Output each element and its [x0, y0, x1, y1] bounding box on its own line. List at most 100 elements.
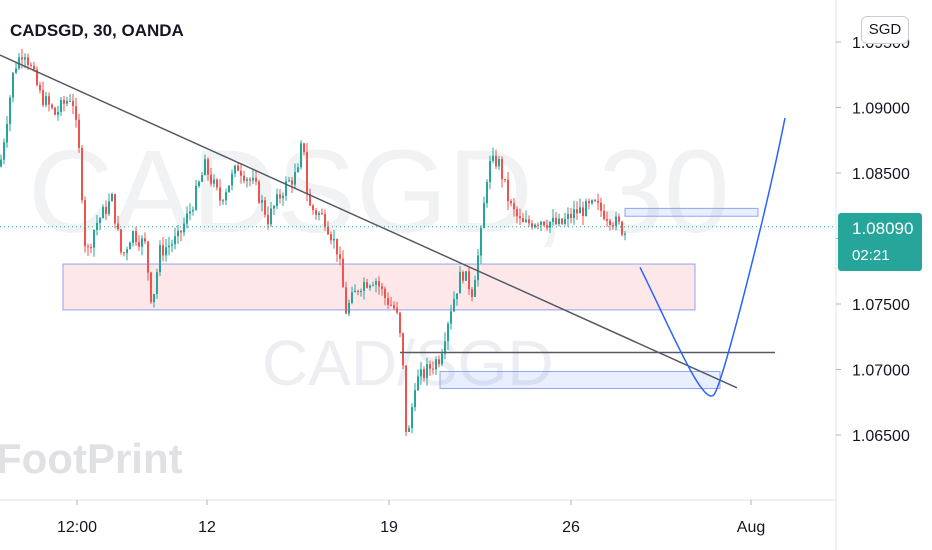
candle-body	[36, 69, 38, 86]
candle-body	[525, 219, 527, 223]
y-tick-label: 1.08500	[852, 166, 910, 183]
candle-body	[432, 368, 434, 370]
candle-body	[315, 210, 317, 215]
candle-body	[294, 172, 296, 185]
candle-body	[312, 205, 314, 211]
candle-body	[120, 229, 122, 253]
candle-body	[594, 200, 596, 202]
candle-body	[249, 179, 251, 181]
candle-body	[84, 200, 86, 247]
candle-body	[270, 208, 272, 225]
candle-body	[78, 119, 80, 148]
candle-body	[39, 85, 41, 91]
candle-body	[618, 216, 620, 222]
candle-body	[573, 209, 575, 219]
x-tick-label: Aug	[737, 519, 765, 536]
candle-body	[579, 207, 581, 214]
candle-body	[558, 218, 560, 225]
candle-body	[237, 165, 239, 171]
candle-body	[585, 201, 587, 217]
candle-body	[441, 353, 443, 364]
candle-body	[459, 272, 461, 294]
x-tick-label: 26	[562, 519, 580, 536]
candle-body	[492, 155, 494, 162]
candle-body	[3, 142, 5, 160]
candle-body	[108, 201, 110, 214]
candle-body	[411, 407, 413, 429]
candle-body	[555, 217, 557, 225]
candle-body	[75, 106, 77, 120]
candle-body	[408, 428, 410, 432]
candle-body	[495, 155, 497, 167]
candle-body	[81, 147, 83, 201]
candle-body	[429, 364, 431, 369]
candle-body	[21, 57, 23, 60]
candle-body	[90, 247, 92, 249]
bar-countdown: 02:21	[852, 247, 890, 264]
candle-body	[480, 228, 482, 256]
candle-body	[477, 255, 479, 281]
candle-body	[534, 224, 536, 228]
candle-body	[423, 369, 425, 378]
candle-body	[522, 218, 524, 223]
candle-body	[333, 238, 335, 241]
candle-body	[501, 159, 503, 180]
candle-body	[531, 223, 533, 228]
candle-body	[348, 302, 350, 314]
candle-body	[177, 230, 179, 237]
projection-curve[interactable]	[639, 117, 786, 397]
candle-body	[582, 207, 584, 217]
candle-body	[615, 216, 617, 226]
candle-body	[549, 221, 551, 228]
candle-body	[156, 272, 158, 294]
candle-body	[198, 181, 200, 186]
candle-body	[504, 179, 506, 181]
candle-body	[471, 289, 473, 297]
candle-body	[24, 57, 26, 60]
candle-body	[186, 213, 188, 224]
candle-body	[180, 230, 182, 233]
candle-body	[453, 299, 455, 312]
candle-body	[474, 280, 476, 297]
zone-rectangle[interactable]	[624, 207, 759, 217]
candle-body	[9, 97, 11, 124]
candle-body	[450, 311, 452, 324]
candle-body	[300, 143, 302, 168]
candle-body	[285, 181, 287, 196]
candle-body	[351, 292, 353, 303]
candle-body	[420, 369, 422, 377]
candle-body	[252, 177, 254, 181]
zone-rectangle[interactable]	[439, 370, 721, 389]
candle-body	[510, 201, 512, 204]
candle-body	[591, 200, 593, 204]
candle-body	[384, 288, 386, 299]
candle-body	[336, 238, 338, 255]
candle-body	[150, 272, 152, 303]
candle-body	[147, 241, 149, 273]
candle-body	[231, 173, 233, 186]
candle-body	[372, 284, 374, 286]
candle-body	[597, 201, 599, 203]
candle-body	[363, 282, 365, 291]
candle-body	[111, 194, 113, 202]
candle-body	[33, 65, 35, 70]
candle-body	[267, 214, 269, 225]
candle-body	[321, 213, 323, 215]
candle-body	[222, 200, 224, 202]
candle-body	[99, 218, 101, 224]
currency-button[interactable]: SGD	[861, 16, 909, 44]
candle-body	[399, 312, 401, 334]
candle-body	[240, 170, 242, 176]
candle-body	[318, 213, 320, 215]
candle-body	[327, 226, 329, 235]
candle-body	[183, 223, 185, 233]
candle-body	[576, 209, 578, 214]
candle-body	[213, 179, 215, 184]
trendline[interactable]	[0, 54, 738, 389]
candle-body	[207, 159, 209, 175]
candle-body	[483, 203, 485, 229]
candle-body	[600, 202, 602, 211]
candle-body	[27, 57, 29, 65]
candle-body	[105, 206, 107, 214]
